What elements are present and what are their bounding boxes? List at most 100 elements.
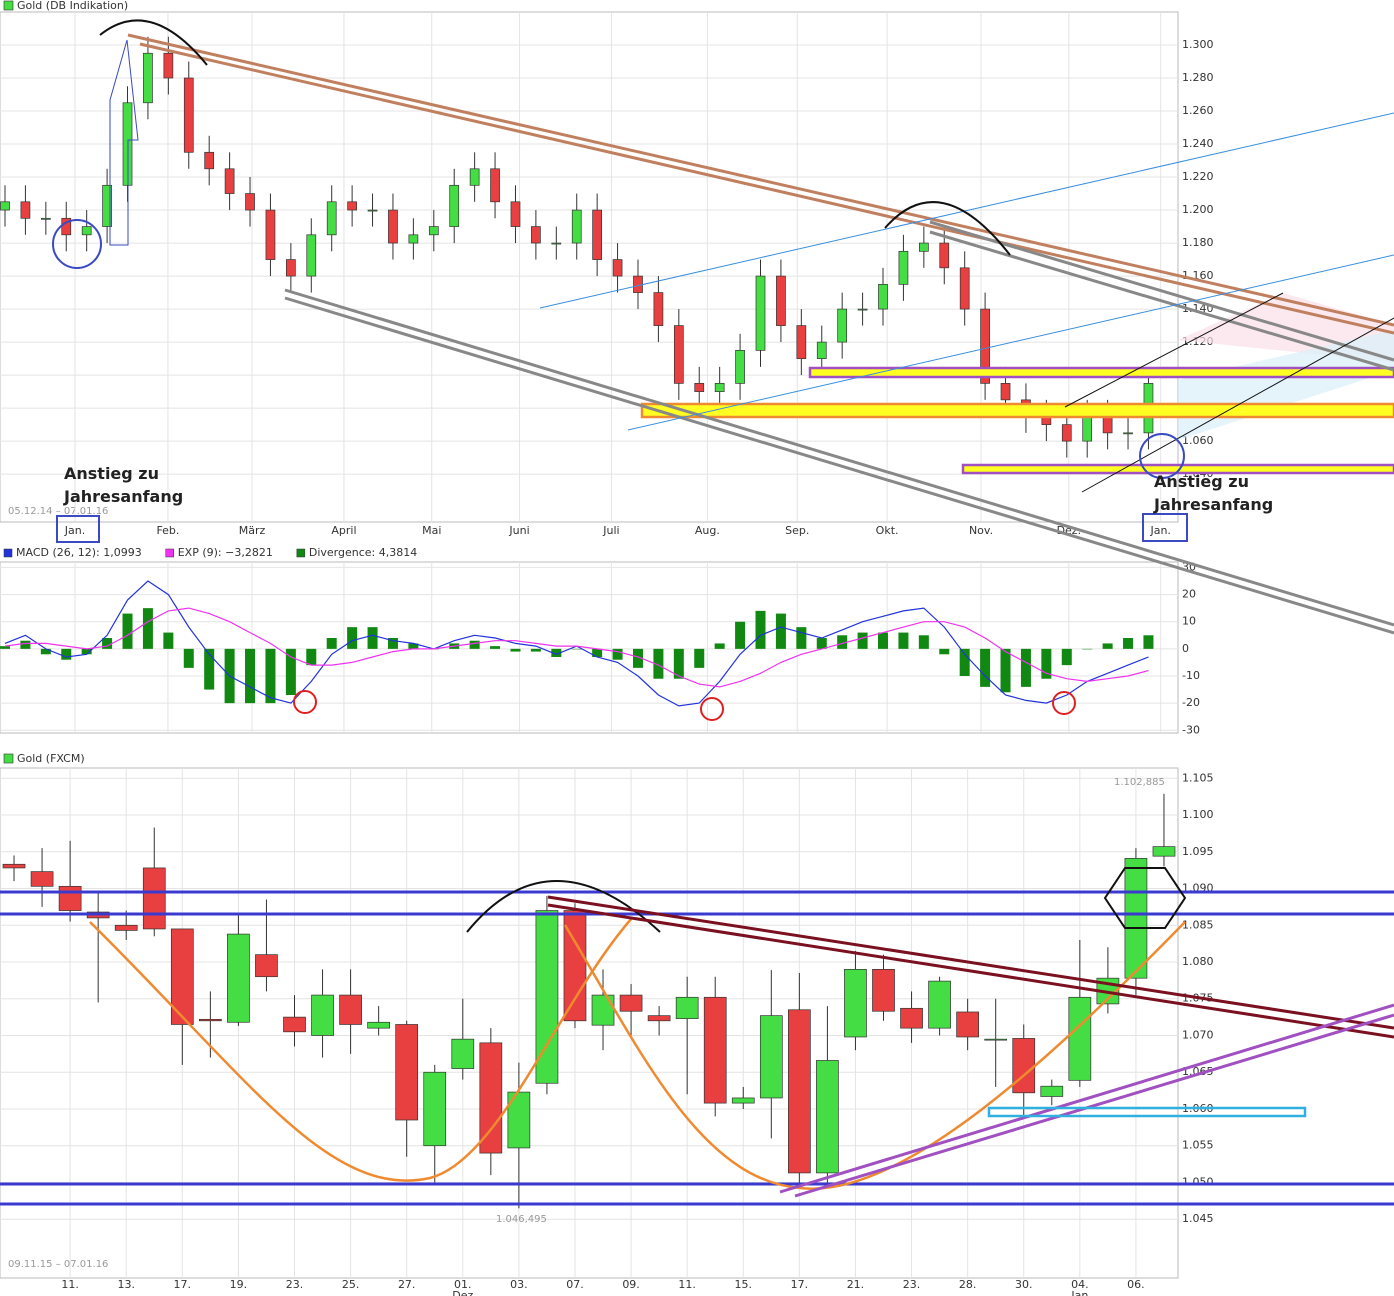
- trend-line: [127, 33, 1394, 327]
- x-tick-label: 23.: [285, 1278, 304, 1291]
- trend-line: [627, 254, 1394, 431]
- x-tick-label: Jan.: [64, 524, 85, 537]
- y-tick-label: 1.180: [1182, 236, 1214, 249]
- bar: [20, 640, 31, 649]
- candle-body: [1123, 432, 1133, 435]
- y-tick-label: 1.105: [1182, 771, 1214, 784]
- candle-body: [928, 980, 951, 1029]
- candle-body: [326, 201, 337, 236]
- x-tick-label: 17.: [173, 1278, 192, 1291]
- x-tick-label: 11.: [678, 1278, 696, 1291]
- candle-body: [816, 1060, 839, 1174]
- bar: [653, 648, 664, 679]
- candle-body: [1124, 858, 1148, 979]
- bar: [163, 632, 174, 649]
- candle-body: [183, 77, 194, 153]
- arrow: [109, 39, 139, 246]
- candle-body: [1152, 846, 1176, 857]
- zone: [961, 463, 1394, 475]
- candle-body: [592, 209, 602, 260]
- bar: [1123, 638, 1134, 649]
- bar: [81, 648, 92, 655]
- bar: [490, 646, 501, 649]
- y-tick-label: 10: [1182, 615, 1196, 628]
- candle-body: [283, 1016, 306, 1033]
- bar: [612, 648, 623, 660]
- bar: [408, 643, 419, 649]
- y-tick-label: -20: [1182, 696, 1200, 709]
- bar: [1000, 648, 1011, 693]
- bar: [755, 610, 766, 649]
- drawings: [0, 19, 1394, 1206]
- date-range: 09.11.15 – 07.01.16: [8, 1259, 108, 1270]
- candle-body: [81, 226, 92, 236]
- x-tick-label: Mai: [422, 524, 441, 537]
- x-tick-label: Aug.: [695, 524, 720, 537]
- y-tick-label: -30: [1182, 723, 1200, 736]
- candle-body: [423, 1071, 447, 1147]
- y-tick-label: 1.085: [1182, 918, 1214, 931]
- x-tick-label: 07.: [566, 1278, 584, 1291]
- candle-body: [20, 201, 31, 219]
- candle-body: [479, 1042, 503, 1154]
- candle-body: [367, 209, 378, 212]
- bar: [898, 632, 909, 649]
- candle-body: [959, 267, 970, 310]
- zone: [640, 402, 1394, 419]
- candle-body: [245, 193, 255, 211]
- y-tick-label: 1.055: [1182, 1139, 1214, 1152]
- candle-body: [844, 969, 867, 1038]
- candle-body: [551, 242, 562, 245]
- candle-body: [653, 292, 664, 326]
- annotation: Anstieg zu Jahresanfang: [64, 464, 184, 506]
- y-tick-label: 1.060: [1182, 434, 1214, 447]
- circle: [700, 697, 724, 721]
- bar: [775, 613, 786, 649]
- title-swatch: [3, 753, 14, 764]
- candle-body: [694, 383, 705, 392]
- candle-body: [224, 168, 235, 194]
- candle-body: [878, 283, 888, 310]
- bar: [142, 608, 153, 649]
- candle-body: [918, 242, 929, 252]
- candle-body: [451, 1038, 475, 1069]
- legend-label: Divergence: 4,3814: [309, 546, 417, 559]
- candle-body: [703, 996, 727, 1104]
- bar: [1061, 648, 1072, 666]
- annotation: Anstieg zu Jahresanfang: [1154, 472, 1274, 514]
- bar: [1143, 635, 1154, 649]
- bar: [878, 632, 889, 649]
- x-tick-label: 23.: [902, 1278, 921, 1291]
- bar: [632, 648, 643, 668]
- chart-title: Gold (DB Indikation): [17, 0, 128, 12]
- circle: [293, 690, 317, 714]
- candle-body: [1012, 1038, 1036, 1094]
- candle-body: [535, 910, 559, 1084]
- candle-body: [939, 242, 950, 269]
- x-tick-label: Jan.: [1149, 524, 1170, 537]
- candle-body: [714, 383, 725, 392]
- x-tick-label: März: [239, 524, 266, 537]
- candle-body: [857, 308, 868, 311]
- y-tick-label: 1.260: [1182, 104, 1214, 117]
- candle-body: [428, 226, 439, 236]
- bar: [245, 648, 256, 704]
- candle-body: [395, 1024, 419, 1121]
- candle-body: [311, 994, 334, 1036]
- x-tick-label: 04. Jan: [1071, 1278, 1089, 1296]
- bar: [102, 638, 113, 649]
- x-tick-label: 19.: [229, 1278, 248, 1291]
- bar: [735, 621, 746, 649]
- y-tick-label: 1.200: [1182, 203, 1214, 216]
- y-tick-label: 0: [1182, 642, 1189, 655]
- trend-line: [539, 112, 1394, 309]
- candle-body: [1102, 416, 1113, 434]
- bar: [61, 648, 72, 660]
- bar: [1041, 648, 1052, 679]
- y-tick-label: 1.100: [1182, 808, 1214, 821]
- bar: [694, 648, 705, 668]
- chart-title: Gold (FXCM): [17, 752, 85, 765]
- candle-body: [507, 1091, 531, 1149]
- curve: [89, 917, 633, 1182]
